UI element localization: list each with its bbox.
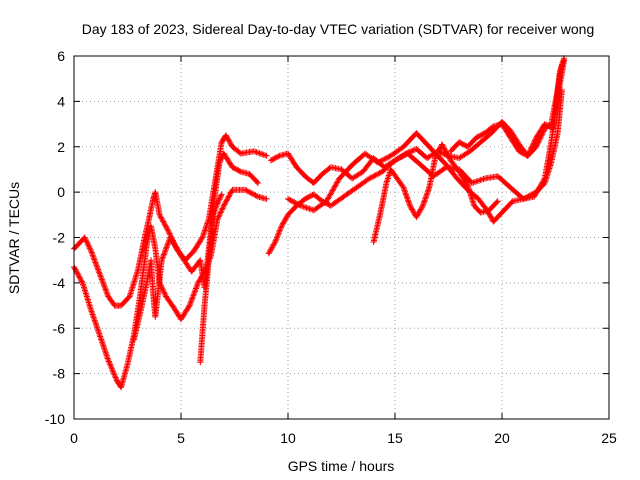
series-markers	[447, 55, 568, 159]
y-tick-label: -6	[53, 320, 66, 336]
x-tick-label: 10	[280, 430, 296, 446]
series-6	[267, 62, 565, 186]
series-markers	[267, 62, 565, 186]
series-8	[370, 141, 501, 245]
x-tick-label: 5	[177, 430, 185, 446]
chart-title: Day 183 of 2023, Sidereal Day-to-day VTE…	[82, 21, 595, 37]
y-tick-label: 0	[57, 184, 65, 200]
y-tick-label: 4	[57, 93, 65, 109]
y-tick-label: 2	[57, 139, 65, 155]
series-5	[265, 87, 565, 257]
series-markers	[197, 191, 225, 366]
series-9	[447, 55, 568, 159]
axis-ticks: 0 5 10 15 20 25 -10 -8 -6 -4 -2 0 2 4 6	[45, 48, 617, 446]
y-axis-label: SDTVAR / TECUs	[6, 182, 22, 294]
y-tick-label: -4	[53, 275, 66, 291]
y-tick-label: -10	[45, 411, 65, 427]
series-markers	[370, 141, 501, 245]
series-2	[71, 186, 270, 391]
series-markers	[71, 132, 270, 309]
series-markers	[71, 186, 270, 391]
series-1	[71, 132, 270, 309]
y-tick-label: -8	[53, 366, 66, 382]
series-markers	[265, 87, 565, 257]
y-tick-label: -2	[53, 230, 66, 246]
x-tick-label: 20	[494, 430, 510, 446]
grid-lines	[74, 56, 609, 419]
data-points	[71, 55, 568, 391]
x-tick-label: 15	[387, 430, 403, 446]
y-tick-label: 6	[57, 48, 65, 64]
x-tick-label: 25	[601, 430, 617, 446]
x-tick-label: 0	[70, 430, 78, 446]
x-axis-label: GPS time / hours	[288, 458, 395, 474]
series-4	[197, 191, 225, 366]
